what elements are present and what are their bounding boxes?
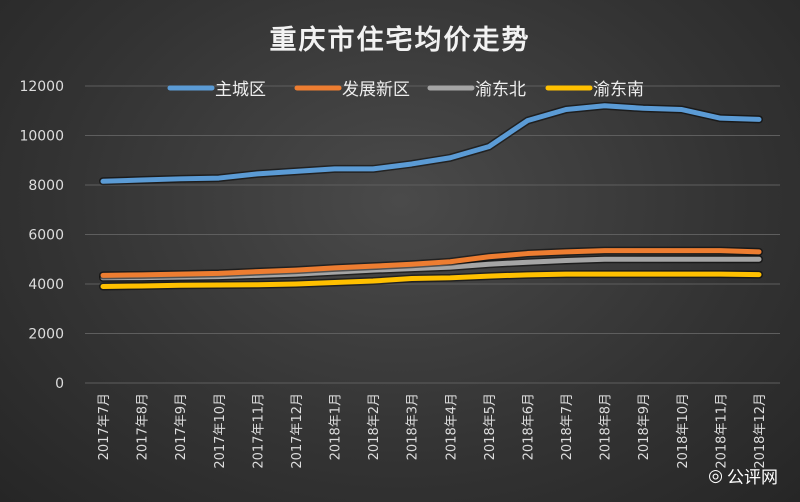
series-line-3 — [100, 271, 762, 289]
y-tick-label: 0 — [55, 376, 64, 392]
x-tick-label: 2018年11月 — [714, 393, 729, 469]
y-tick-label: 8000 — [28, 178, 64, 194]
x-tick-label: 2018年12月 — [753, 393, 768, 469]
wechat-icon: ◎ — [708, 465, 723, 486]
x-tick-label: 2017年10月 — [213, 393, 228, 469]
x-tick-label: 2018年10月 — [676, 393, 691, 469]
x-tick-label: 2017年7月 — [97, 393, 112, 460]
watermark-text: 公评网 — [727, 468, 778, 488]
x-tick-label: 2018年4月 — [444, 393, 459, 460]
x-tick-label: 2018年2月 — [367, 393, 382, 460]
x-tick-label: 2018年9月 — [637, 393, 652, 460]
x-tick-label: 2017年8月 — [136, 393, 151, 460]
series-line-0 — [100, 103, 762, 184]
legend-label: 主城区 — [215, 80, 266, 100]
y-tick-label: 4000 — [28, 277, 64, 293]
y-tick-label: 2000 — [28, 327, 64, 343]
x-tick-label: 2018年3月 — [406, 393, 421, 460]
x-tick-label: 2017年9月 — [174, 393, 189, 460]
x-tick-label: 2018年7月 — [560, 393, 575, 460]
legend-label: 渝东南 — [593, 80, 644, 100]
x-tick-label: 2018年6月 — [521, 393, 536, 460]
x-tick-label: 2018年8月 — [599, 393, 614, 460]
x-tick-label: 2017年11月 — [251, 393, 266, 469]
series-shadow — [99, 101, 763, 186]
legend-label: 发展新区 — [342, 80, 410, 100]
series-line-1 — [100, 248, 762, 278]
x-tick-label: 2018年5月 — [483, 393, 498, 460]
y-tick-label: 10000 — [19, 129, 64, 145]
watermark: ◎ 公评网 — [708, 463, 778, 489]
x-tick-label: 2018年1月 — [329, 393, 344, 460]
legend-label: 渝东北 — [475, 80, 526, 100]
chart-title: 重庆市住宅均价走势 — [269, 25, 531, 56]
y-tick-label: 12000 — [19, 79, 64, 95]
x-tick-label: 2017年12月 — [290, 393, 305, 469]
y-tick-label: 6000 — [28, 228, 64, 244]
